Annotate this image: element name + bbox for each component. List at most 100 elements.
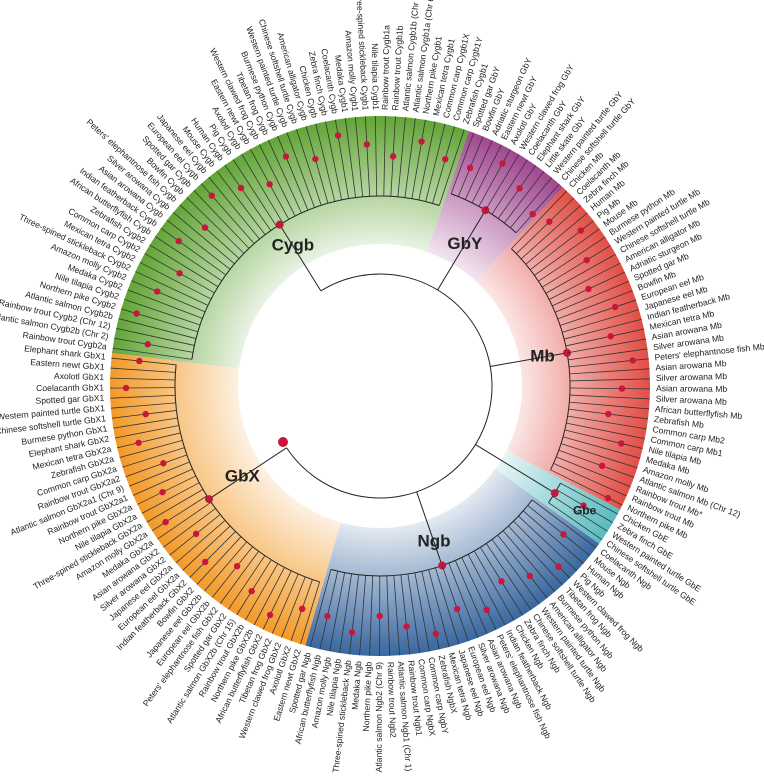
leaf-branch bbox=[110, 367, 176, 373]
node bbox=[585, 285, 592, 293]
leaf-branch bbox=[569, 394, 650, 400]
leaf-branch bbox=[438, 129, 465, 206]
leaf-branch bbox=[179, 204, 240, 259]
leaf-branch bbox=[151, 495, 208, 532]
leaf-label: Rainbow trout Ngb2 bbox=[386, 662, 399, 738]
leaf-branch bbox=[354, 117, 364, 197]
leaf-branch bbox=[146, 489, 204, 523]
leaf-branch bbox=[149, 244, 219, 288]
node bbox=[205, 495, 214, 504]
node bbox=[142, 410, 149, 418]
leaf-branch bbox=[497, 165, 537, 219]
node bbox=[499, 160, 506, 167]
node bbox=[604, 494, 612, 502]
leaf-branch bbox=[122, 447, 185, 468]
leaf-branch bbox=[119, 439, 183, 458]
leaf-branch bbox=[245, 563, 279, 621]
leaf-branch bbox=[545, 253, 616, 294]
leaf-branch bbox=[224, 164, 272, 231]
node bbox=[598, 462, 606, 470]
leaf-branch bbox=[369, 575, 374, 656]
leaf-label: Atlantic salmon Ngb2 (Chr 9) bbox=[374, 662, 384, 772]
leaf-branch bbox=[491, 159, 528, 215]
leaf-branch bbox=[569, 378, 650, 382]
leaf-branch bbox=[414, 572, 430, 652]
node bbox=[529, 210, 536, 218]
leaf-branch bbox=[186, 197, 245, 254]
leaf-branch bbox=[196, 536, 242, 585]
node bbox=[618, 385, 626, 392]
leaf-branch bbox=[562, 309, 640, 333]
node bbox=[580, 502, 587, 509]
leaf-branch bbox=[411, 119, 426, 199]
leaf-branch bbox=[454, 560, 488, 635]
node bbox=[176, 270, 183, 277]
leaf-branch bbox=[182, 525, 231, 571]
leaf-branch bbox=[232, 159, 278, 227]
leaf-branch bbox=[374, 116, 378, 197]
leaf-branch bbox=[383, 116, 386, 197]
clade-label: Mb bbox=[530, 347, 555, 366]
root-node bbox=[278, 437, 289, 447]
leaf-branch bbox=[339, 573, 352, 654]
leaf-branch bbox=[359, 575, 367, 656]
leaf-branch bbox=[569, 387, 650, 390]
leaf-label: Medaka Ngb bbox=[350, 661, 364, 711]
leaf-branch bbox=[564, 429, 643, 449]
leaf-branch bbox=[300, 581, 321, 645]
leaf-branch bbox=[538, 236, 606, 282]
node bbox=[282, 153, 290, 160]
leaf-branch bbox=[204, 541, 248, 592]
leaf-branch bbox=[510, 177, 552, 229]
node bbox=[162, 518, 169, 526]
leaf-branch bbox=[286, 132, 315, 208]
clade-stem bbox=[437, 209, 486, 291]
leaf-branch bbox=[560, 482, 618, 515]
leaf-branch bbox=[461, 557, 497, 630]
leaf-label: Asian arowana Mb bbox=[655, 358, 727, 373]
leaf-branch bbox=[172, 212, 235, 265]
leaf-branch bbox=[112, 347, 192, 360]
clade-wedge bbox=[305, 468, 600, 656]
leaf-branch bbox=[139, 262, 212, 300]
leaf-branch bbox=[478, 149, 511, 207]
leaf-branch bbox=[124, 298, 201, 326]
node bbox=[202, 558, 209, 566]
leaf-branch bbox=[569, 368, 650, 375]
leaf-label: Rainbow trout Cygb1b bbox=[390, 25, 405, 111]
leaf-branch bbox=[515, 183, 560, 234]
node bbox=[418, 138, 425, 145]
leaf-branch bbox=[114, 425, 179, 439]
leaf-branch bbox=[268, 139, 302, 214]
node bbox=[605, 410, 612, 418]
leaf-branch bbox=[118, 318, 197, 339]
clade-wedge bbox=[426, 131, 564, 282]
node bbox=[133, 310, 140, 317]
clade-label: Ngb bbox=[417, 531, 450, 550]
leaf-branch bbox=[117, 432, 181, 449]
node bbox=[135, 439, 142, 446]
leaf-branch bbox=[193, 190, 250, 249]
leaf-branch bbox=[548, 262, 621, 300]
leaf-label: Silver arowana Mb bbox=[656, 371, 728, 383]
leaf-branch bbox=[127, 289, 203, 319]
node bbox=[312, 155, 319, 163]
clade-wedge bbox=[476, 187, 650, 510]
leaf-branch bbox=[364, 116, 371, 197]
leaf-branch bbox=[319, 571, 339, 650]
leaf-branch bbox=[166, 219, 231, 270]
node bbox=[136, 357, 143, 365]
leaf-branch bbox=[520, 205, 581, 260]
leaf-branch bbox=[114, 337, 194, 353]
leaf-branch bbox=[562, 436, 641, 459]
leaf-branch bbox=[141, 482, 200, 514]
node bbox=[389, 153, 397, 160]
leaf-branch bbox=[485, 154, 520, 211]
clade-label: GbY bbox=[447, 234, 483, 253]
leaf-branch bbox=[560, 443, 638, 469]
clade-stem bbox=[208, 447, 287, 500]
node bbox=[466, 164, 474, 172]
node bbox=[629, 357, 636, 364]
leaf-branch bbox=[160, 227, 227, 276]
